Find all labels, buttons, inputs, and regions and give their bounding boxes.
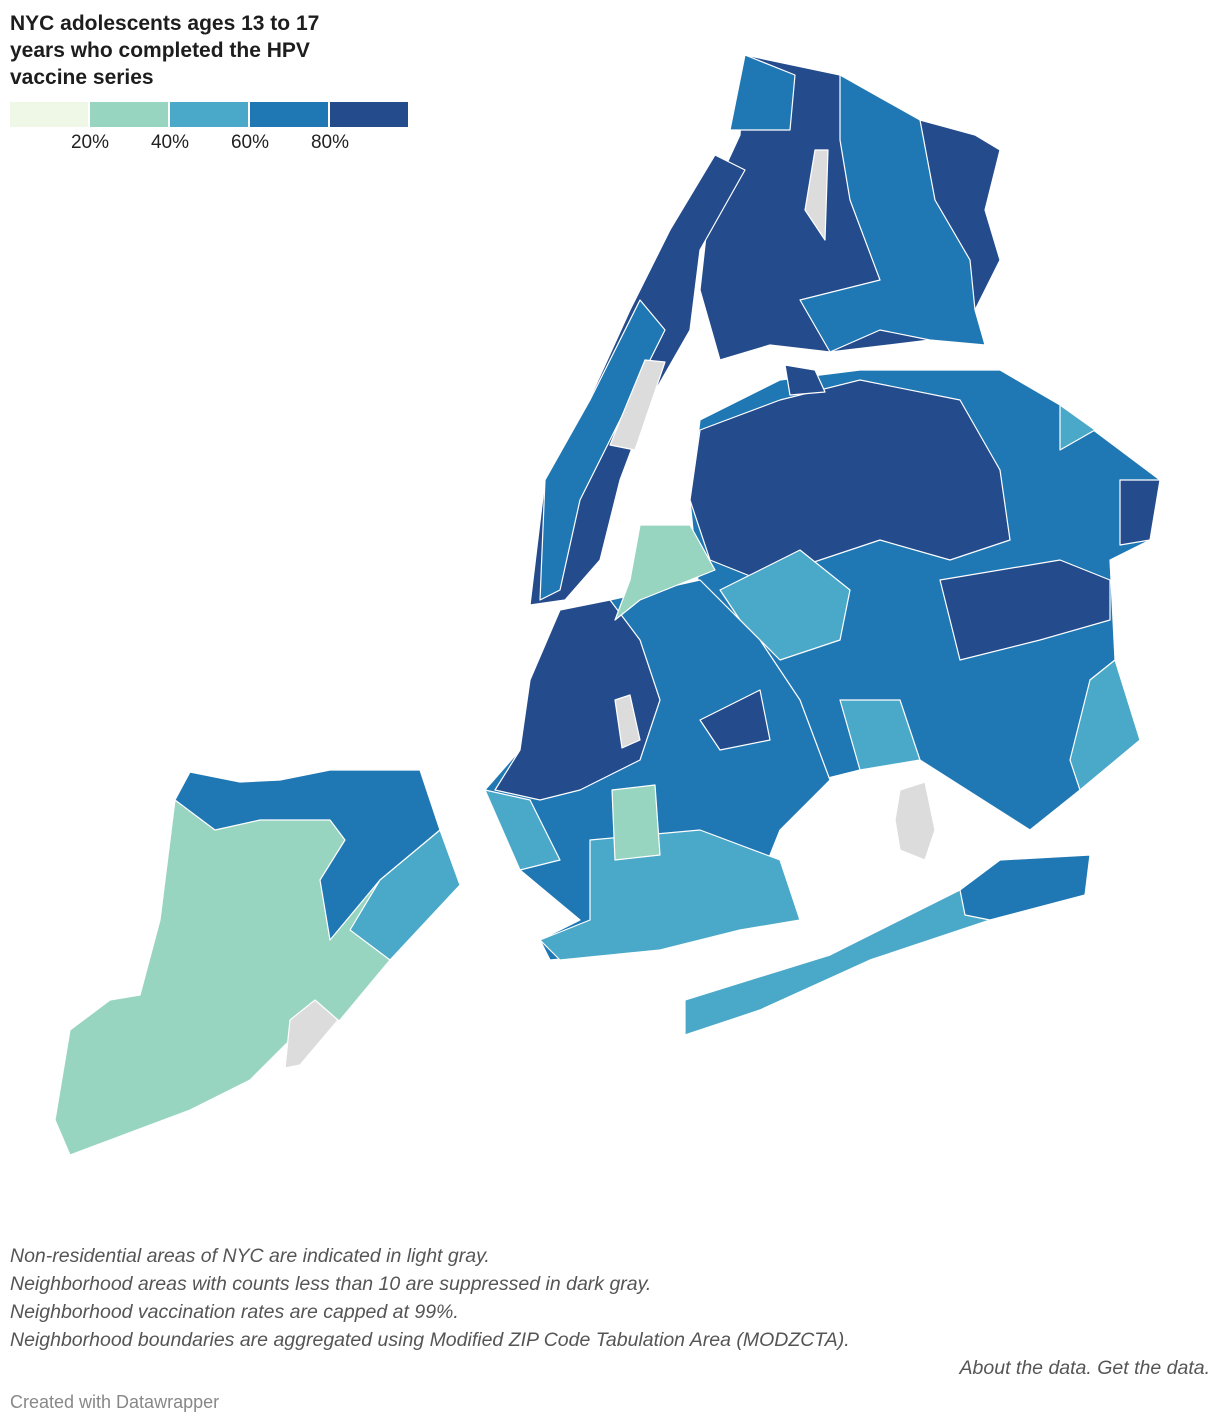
note: Non-residential areas of NYC are indicat… xyxy=(10,1245,490,1267)
region-brooklyn-east[interactable] xyxy=(699,689,771,751)
region-prospect-park[interactable] xyxy=(614,694,641,749)
region-bronx-east[interactable] xyxy=(799,74,986,353)
legend-swatch-0-20 xyxy=(10,102,88,127)
region-bronx-northwest[interactable] xyxy=(729,54,796,131)
get-data-link[interactable]: Get the data. xyxy=(1097,1357,1210,1379)
color-legend xyxy=(10,102,410,127)
note: Neighborhood vaccination rates are cappe… xyxy=(10,1301,459,1323)
chart-title: NYC adolescents ages 13 to 17 years who … xyxy=(10,12,320,89)
legend-swatch-20-40 xyxy=(90,102,168,127)
legend-tick: 40% xyxy=(150,132,190,153)
region-brooklyn-south[interactable] xyxy=(539,829,801,961)
legend-swatch-80-100 xyxy=(330,102,408,127)
note: Neighborhood boundaries are aggregated u… xyxy=(10,1329,850,1351)
region-brooklyn-center[interactable] xyxy=(611,784,661,861)
region-brooklyn-north[interactable] xyxy=(494,599,661,801)
note: Neighborhood areas with counts less than… xyxy=(10,1273,652,1295)
region-brooklyn-southwest[interactable] xyxy=(484,789,561,871)
region-queens-central[interactable] xyxy=(939,559,1111,661)
nyc-choropleth-map xyxy=(54,54,1161,1156)
legend-swatch-40-60 xyxy=(170,102,248,127)
region-rockaway-east[interactable] xyxy=(959,854,1091,921)
region-queens-southeast[interactable] xyxy=(1069,659,1141,791)
legend-tick: 20% xyxy=(70,132,110,153)
region-queens-north-east[interactable] xyxy=(1059,404,1096,451)
legend-swatch-60-80 xyxy=(250,102,328,127)
data-links: About the data. Get the data. xyxy=(10,1354,1210,1382)
region-queens-south[interactable] xyxy=(839,699,921,771)
region-greenpoint-green[interactable] xyxy=(614,524,716,621)
region-staten-nonres[interactable] xyxy=(284,999,339,1069)
footnotes: Non-residential areas of NYC are indicat… xyxy=(10,1242,1210,1382)
region-central-park[interactable] xyxy=(609,359,666,451)
about-data-link[interactable]: About the data. xyxy=(959,1357,1092,1379)
region-queens-east[interactable] xyxy=(1119,479,1161,546)
legend-ticks: 20% 40% 60% 80% xyxy=(10,132,410,156)
region-staten-east[interactable] xyxy=(349,829,461,961)
legend-tick: 80% xyxy=(310,132,350,153)
region-bronx-nonres[interactable] xyxy=(804,149,829,241)
region-jfk-nonres[interactable] xyxy=(894,781,936,861)
region-rikers[interactable] xyxy=(784,364,826,396)
legend-tick: 60% xyxy=(230,132,270,153)
credit: Created with Datawrapper xyxy=(10,1392,220,1412)
